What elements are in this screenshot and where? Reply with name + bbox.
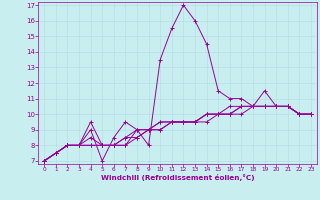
X-axis label: Windchill (Refroidissement éolien,°C): Windchill (Refroidissement éolien,°C) — [101, 174, 254, 181]
